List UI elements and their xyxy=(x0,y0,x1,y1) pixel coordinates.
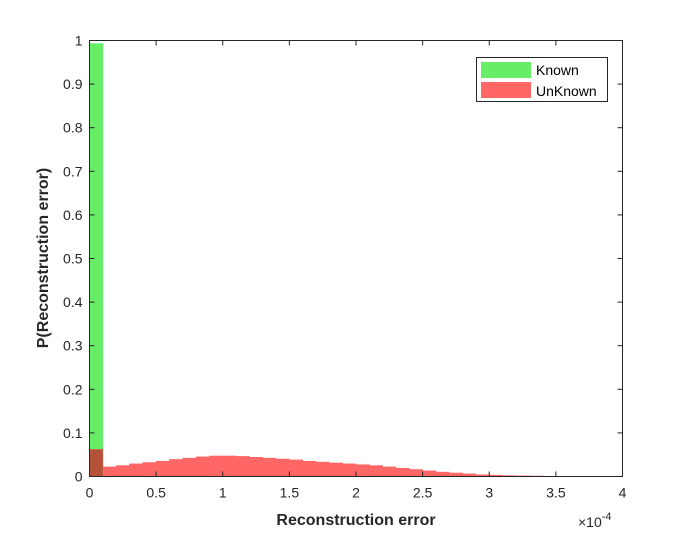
bars-layer xyxy=(89,43,557,477)
legend-label-unknown: UnKnown xyxy=(536,83,597,99)
y-tick-label: 0.5 xyxy=(63,251,83,267)
unknown-bar-5 xyxy=(155,460,170,477)
known-bar-0 xyxy=(89,43,104,477)
x-axis-title: Reconstruction error xyxy=(276,512,435,529)
unknown-bar-4 xyxy=(142,462,157,477)
y-tick-label: 0.3 xyxy=(63,338,83,354)
unknown-bar-2 xyxy=(115,465,130,477)
unknown-bar-27 xyxy=(448,472,463,477)
unknown-bar-10 xyxy=(222,455,237,477)
ticks-layer: 0 0.5 1 1.5 2 2.5 3 3.5 4 0 0.1 0.2 0.3 0.4 0.5 0.6 0.7 0… xyxy=(63,33,627,501)
unknown-bar-1 xyxy=(102,466,117,477)
unknown-bar-7 xyxy=(182,457,197,477)
unknown-bar-19 xyxy=(342,463,357,477)
unknown-bar-8 xyxy=(195,456,210,477)
unknown-bar-25 xyxy=(422,470,437,477)
unknown-bar-20 xyxy=(355,464,370,477)
unknown-bar-16 xyxy=(302,460,317,477)
overlap-bar-0 xyxy=(89,449,103,477)
x-exponent-label: ×10-4 xyxy=(578,511,612,530)
y-tick-label: 0.6 xyxy=(63,207,83,223)
legend-swatch-unknown xyxy=(481,82,531,98)
y-tick-label: 0.4 xyxy=(63,294,83,310)
unknown-bar-12 xyxy=(249,457,264,477)
unknown-bar-13 xyxy=(262,457,277,477)
unknown-bar-11 xyxy=(235,456,250,477)
unknown-bar-14 xyxy=(275,458,290,477)
y-tick-label: 0.8 xyxy=(63,120,83,136)
unknown-bar-6 xyxy=(169,459,184,477)
y-tick-label: 1 xyxy=(75,33,83,49)
legend-label-known: Known xyxy=(536,62,579,78)
x-tick-label: 0 xyxy=(86,485,94,501)
x-tick-label: 3 xyxy=(485,485,493,501)
x-tick-label: 2 xyxy=(352,485,360,501)
legend: Known UnKnown xyxy=(476,57,608,102)
y-tick-label: 0.7 xyxy=(63,163,83,179)
plot-frame xyxy=(89,40,623,477)
x-tick-label: 1 xyxy=(219,485,227,501)
x-exponent-power: -4 xyxy=(602,511,612,523)
y-tick-label: 0.1 xyxy=(63,425,83,441)
unknown-bar-3 xyxy=(129,463,144,477)
unknown-bar-26 xyxy=(435,471,450,477)
x-tick-label: 2.5 xyxy=(413,485,433,501)
unknown-bar-24 xyxy=(408,469,423,477)
unknown-bar-17 xyxy=(315,461,330,477)
x-tick-label: 4 xyxy=(619,485,627,501)
unknown-bar-23 xyxy=(395,467,410,477)
x-tick-label: 3.5 xyxy=(546,485,566,501)
unknown-bar-15 xyxy=(289,459,303,477)
legend-swatch-known xyxy=(481,62,531,78)
unknown-bar-18 xyxy=(329,462,343,477)
x-tick-label: 0.5 xyxy=(146,485,166,501)
y-tick-label: 0.2 xyxy=(63,381,83,397)
y-axis-title: P(Reconstruction error) xyxy=(35,168,52,348)
y-tick-label: 0 xyxy=(75,469,83,485)
unknown-bar-9 xyxy=(209,455,224,477)
x-tick-label: 1.5 xyxy=(280,485,300,501)
unknown-bar-22 xyxy=(382,466,397,477)
plot-area xyxy=(89,40,622,476)
x-exponent-base: ×10 xyxy=(578,514,602,530)
unknown-bar-21 xyxy=(369,465,383,477)
y-tick-label: 0.9 xyxy=(63,76,83,92)
